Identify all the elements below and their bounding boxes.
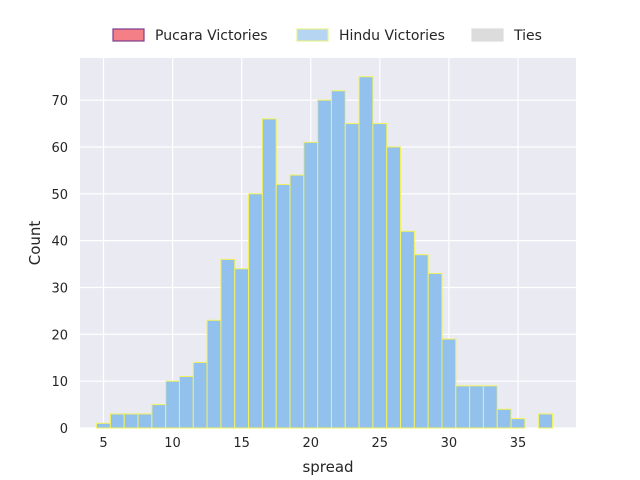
legend: Pucara Victories Hindu Victories Ties	[112, 28, 542, 44]
legend-label: Hindu Victories	[339, 28, 445, 44]
x-tick-label: 15	[233, 436, 250, 451]
histogram-bar	[220, 258, 236, 429]
y-tick-label: 20	[51, 328, 68, 343]
histogram-bar	[427, 272, 443, 429]
histogram-bar	[123, 413, 139, 429]
histogram-bar	[469, 385, 484, 429]
histogram-bar	[275, 183, 291, 429]
histogram-bar	[386, 146, 402, 429]
histogram-bar	[510, 418, 526, 429]
x-axis-label: spread	[302, 458, 353, 476]
y-tick-label: 0	[60, 422, 68, 437]
legend-label: Ties	[513, 28, 542, 44]
x-tick-label: 30	[441, 436, 458, 451]
histogram-bar	[303, 141, 319, 429]
x-tick-label: 25	[372, 436, 389, 451]
histogram-bar	[441, 338, 457, 429]
histogram-bar	[248, 193, 263, 429]
y-axis-label: Count	[26, 221, 44, 266]
histogram-bar	[96, 422, 111, 429]
histogram-bar	[496, 408, 512, 429]
x-tick-labels: 5 10 15 20 25 30 35	[99, 436, 526, 451]
legend-swatch	[112, 28, 145, 42]
x-tick-label: 20	[302, 436, 319, 451]
y-tick-label: 40	[51, 235, 68, 250]
histogram-bar	[289, 174, 305, 429]
histogram-bar	[330, 90, 346, 429]
bars	[96, 76, 554, 429]
histogram-bar	[109, 413, 125, 429]
histogram-bar	[178, 375, 194, 429]
histogram-bar	[455, 385, 471, 429]
histogram-bar	[413, 254, 429, 429]
histogram-bar	[400, 230, 415, 429]
x-tick-label: 5	[99, 436, 107, 451]
histogram-bar	[165, 380, 180, 429]
y-tick-label: 30	[51, 281, 68, 296]
histogram-bar	[206, 319, 222, 429]
histogram-bar	[137, 413, 153, 429]
y-tick-label: 50	[51, 188, 68, 203]
y-tick-label: 10	[51, 375, 68, 390]
histogram-bar	[234, 268, 250, 429]
legend-swatch	[471, 28, 504, 42]
x-tick-label: 10	[164, 436, 181, 451]
histogram-bar	[358, 76, 374, 429]
histogram-bar	[192, 361, 208, 429]
histogram-bar	[317, 99, 332, 429]
histogram-bar	[261, 118, 277, 429]
histogram-bar	[482, 385, 498, 429]
x-tick-label: 35	[510, 436, 527, 451]
y-tick-label: 70	[51, 94, 68, 109]
legend-swatch	[296, 28, 329, 42]
histogram-bar	[344, 123, 360, 429]
y-tick-labels: 0 10 20 30 40 50 60 70	[51, 94, 68, 437]
histogram-bar	[151, 404, 167, 429]
legend-label: Pucara Victories	[155, 28, 268, 44]
histogram-bar	[538, 413, 554, 429]
histogram-bar	[372, 123, 388, 429]
y-tick-label: 60	[51, 141, 68, 156]
